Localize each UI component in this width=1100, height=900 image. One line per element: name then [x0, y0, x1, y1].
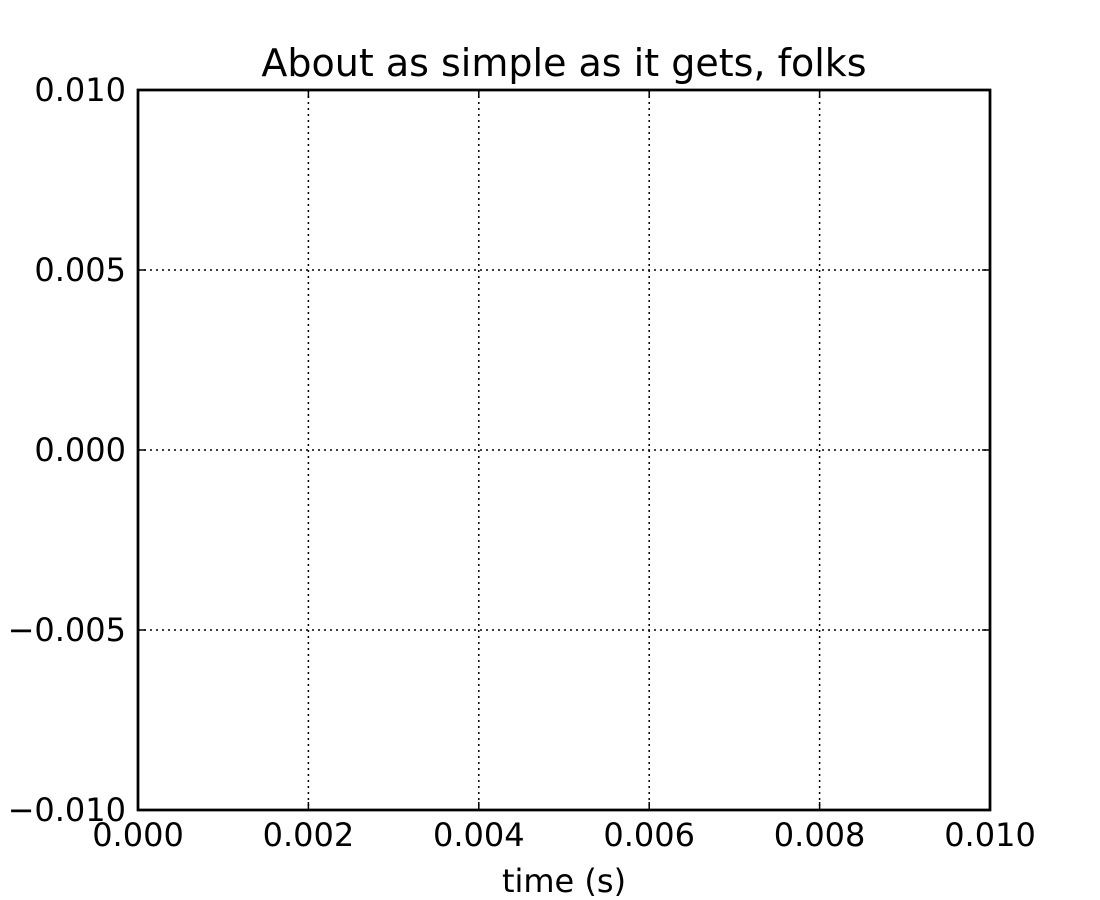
x-tick-label: 0.004	[433, 816, 525, 854]
y-tick-label: −0.010	[8, 791, 126, 829]
y-tick-label: −0.005	[8, 611, 126, 649]
x-tick-label: 0.000	[92, 816, 184, 854]
y-tick-label: 0.010	[34, 71, 126, 109]
chart-title: About as simple as it gets, folks	[261, 41, 866, 85]
x-tick-label: 0.002	[263, 816, 355, 854]
grid-lines	[138, 90, 990, 810]
x-axis-label: time (s)	[502, 862, 626, 900]
y-tick-labels: −0.010 −0.005 0.000 0.005 0.010	[8, 71, 126, 829]
y-tick-label: 0.005	[34, 251, 126, 289]
x-tick-label: 0.008	[774, 816, 866, 854]
y-tick-label: 0.000	[34, 431, 126, 469]
x-tick-labels: 0.000 0.002 0.004 0.006 0.008 0.010	[92, 816, 1036, 854]
x-tick-label: 0.006	[603, 816, 695, 854]
x-tick-label: 0.010	[944, 816, 1036, 854]
plot-border	[136, 88, 992, 812]
